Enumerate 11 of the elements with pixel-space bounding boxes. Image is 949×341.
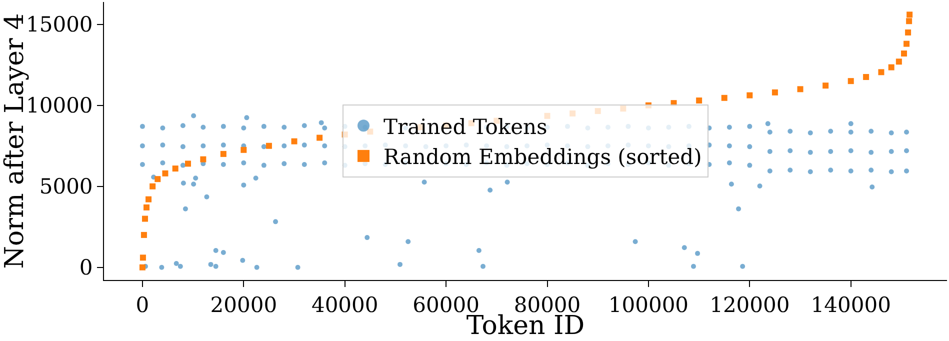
x-tick-label: 20000 <box>210 293 278 318</box>
x-tick-label: 120000 <box>710 293 790 318</box>
x-axis-title: Token ID <box>466 311 585 341</box>
x-tick-label: 40000 <box>311 293 378 318</box>
y-tick-label: 5000 <box>39 174 93 199</box>
x-tick-label: 0 <box>136 293 150 318</box>
legend-label: Trained Tokens <box>384 114 548 139</box>
x-tick-label: 100000 <box>608 293 689 318</box>
legend-label: Random Embeddings (sorted) <box>384 145 702 170</box>
y-tick-label: 0 <box>79 256 93 280</box>
x-tick-label: 140000 <box>810 293 891 318</box>
